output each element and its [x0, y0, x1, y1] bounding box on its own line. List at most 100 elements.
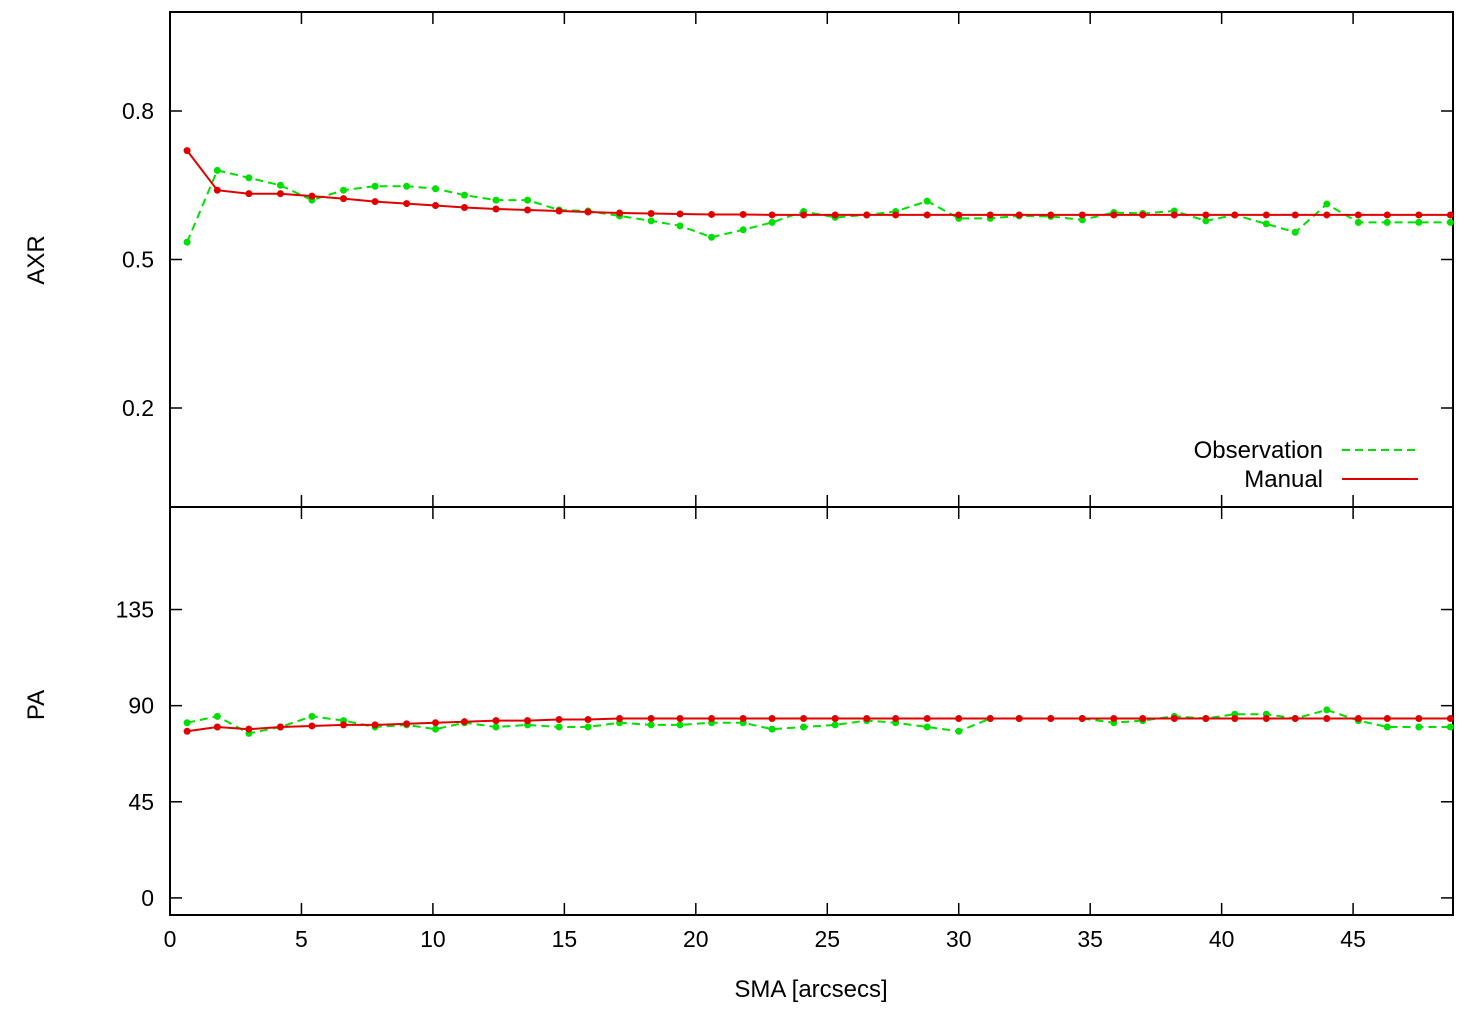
pa-observation-point — [768, 725, 776, 733]
axr-observation-point — [923, 197, 931, 205]
xtick-label: 15 — [552, 926, 578, 952]
pa-manual-point — [1110, 714, 1118, 722]
xtick-label: 10 — [420, 926, 446, 952]
axr-observation-point — [460, 191, 468, 199]
axr-manual-point — [555, 207, 563, 215]
axr-manual-point — [1047, 211, 1055, 219]
pa-ytick-label: 0 — [141, 885, 154, 911]
axr-manual-point — [340, 195, 348, 203]
axr-observation-point — [340, 186, 348, 194]
pa-observation-point — [555, 723, 563, 731]
pa-observation-point — [584, 723, 592, 731]
axr-observation-point — [492, 196, 500, 204]
axr-manual-point — [1446, 211, 1454, 219]
pa-manual-point — [676, 714, 684, 722]
axr-ytick-label: 0.8 — [122, 98, 154, 124]
pa-manual-point — [1262, 714, 1270, 722]
xtick-label: 40 — [1209, 926, 1235, 952]
axr-manual-point — [371, 198, 379, 206]
bottom-panel: 0 45 90 135 0 5 10 15 20 25 30 35 40 45 — [116, 506, 1454, 952]
pa-ytick-label: 90 — [128, 693, 154, 719]
pa-observation-point — [647, 721, 655, 729]
pa-manual-point — [768, 714, 776, 722]
pa-series-manual-line — [186, 717, 1451, 733]
axr-observation-point — [432, 185, 440, 193]
axr-series-manual-line — [186, 149, 1451, 216]
pa-manual-point — [708, 714, 716, 722]
pa-manual-point — [524, 717, 532, 725]
xtick-label: 45 — [1340, 926, 1366, 952]
pa-ytick-label: 45 — [128, 789, 154, 815]
pa-manual-point — [555, 716, 563, 724]
axr-observation-point — [708, 233, 716, 241]
pa-plot-frame — [169, 506, 1454, 916]
axr-observation-point — [524, 196, 532, 204]
pa-manual-point — [1323, 714, 1331, 722]
axr-manual-point — [923, 211, 931, 219]
pa-manual-point — [403, 720, 411, 728]
axr-manual-point — [1383, 211, 1391, 219]
xtick-label: 30 — [946, 926, 972, 952]
axr-observation-point — [371, 182, 379, 190]
axr-observation-point — [1354, 218, 1362, 226]
pa-manual-point — [616, 714, 624, 722]
pa-manual-point — [584, 716, 592, 724]
axr-manual-point — [1354, 211, 1362, 219]
axr-manual-point — [739, 210, 747, 218]
pa-observation-point — [1323, 706, 1331, 714]
pa-manual-point — [213, 723, 221, 731]
pa-manual-point — [986, 714, 994, 722]
pa-manual-point — [1446, 714, 1454, 722]
axr-manual-point — [986, 211, 994, 219]
axr-observation-point — [1262, 220, 1270, 228]
pa-manual-point — [492, 717, 500, 725]
legend-label-manual: Manual — [1244, 466, 1323, 493]
axr-plot-frame — [169, 11, 1454, 508]
pa-manual-point — [1139, 714, 1147, 722]
axr-observation-point — [1415, 218, 1423, 226]
axr-observation-point — [647, 217, 655, 225]
axr-observation-point — [1078, 216, 1086, 224]
pa-observation-point — [1383, 723, 1391, 731]
axr-manual-point — [245, 190, 253, 198]
pa-manual-point — [460, 718, 468, 726]
axr-manual-point — [183, 147, 191, 155]
axr-manual-point — [1262, 211, 1270, 219]
axr-manual-point — [708, 210, 716, 218]
axr-observation-point — [213, 166, 221, 174]
axr-observation-point — [1291, 228, 1299, 236]
pa-observation-point — [432, 725, 440, 733]
pa-observation-point — [1415, 723, 1423, 731]
axr-manual-point — [768, 211, 776, 219]
axr-observation-point — [676, 222, 684, 230]
axr-manual-point — [1323, 211, 1331, 219]
pa-manual-point — [1291, 714, 1299, 722]
pa-manual-point — [432, 719, 440, 727]
pa-manual-point — [1231, 714, 1239, 722]
xtick-label: 20 — [683, 926, 709, 952]
pa-manual-point — [1015, 714, 1023, 722]
axr-manual-point — [432, 202, 440, 210]
top-panel: 0.2 0.5 0.8 — [122, 11, 1454, 508]
pa-observation-point — [308, 712, 316, 720]
pa-manual-point — [647, 714, 655, 722]
axr-observation-point — [1446, 218, 1454, 226]
axr-manual-point — [1202, 211, 1210, 219]
axr-manual-point — [1170, 211, 1178, 219]
axr-manual-point — [1231, 211, 1239, 219]
pa-manual-point — [340, 721, 348, 729]
pa-manual-point — [1415, 714, 1423, 722]
axr-manual-point — [403, 200, 411, 208]
xtick-label: 0 — [164, 926, 177, 952]
axr-manual-point — [1015, 211, 1023, 219]
pa-manual-point — [308, 722, 316, 730]
axr-manual-point — [892, 211, 900, 219]
pa-manual-point — [800, 714, 808, 722]
axr-observation-point — [1202, 217, 1210, 225]
axr-observation-point — [183, 238, 191, 246]
pa-manual-point — [955, 714, 963, 722]
axr-observation-point — [1383, 218, 1391, 226]
pa-manual-point — [183, 727, 191, 735]
pa-manual-point — [892, 714, 900, 722]
